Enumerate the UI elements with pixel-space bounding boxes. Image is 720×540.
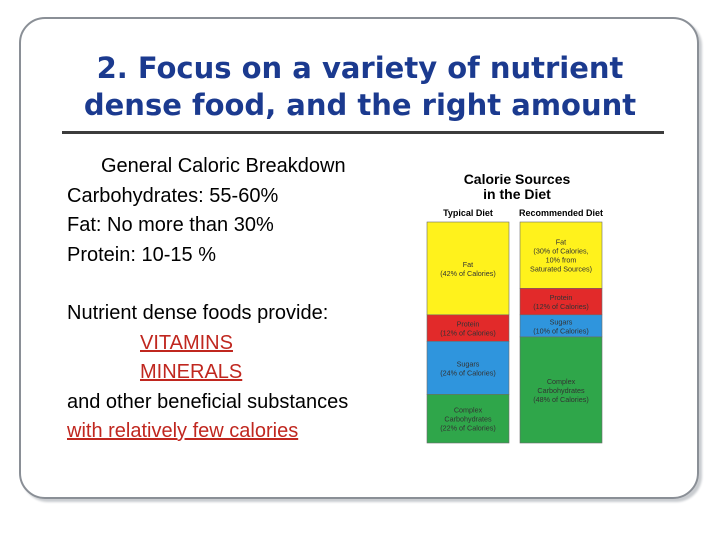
breakdown-protein: Protein: 10-15 % xyxy=(67,243,216,266)
bar-segment-fat xyxy=(426,221,510,316)
closing-link[interactable]: with relatively few calories xyxy=(67,420,299,442)
other-substances: and other beneficial substances xyxy=(67,390,349,413)
vitamins-link[interactable]: VITAMINS xyxy=(140,331,233,354)
segment-label: Protein (12% of Calories) xyxy=(440,320,496,338)
slide-frame xyxy=(19,17,699,499)
bar-segment-protein xyxy=(519,288,603,316)
bar-segment-complex-carbohydrates xyxy=(426,394,510,444)
bar-segment-sugars xyxy=(426,341,510,395)
slide-title: 2. Focus on a variety of nutrient dense … xyxy=(40,50,680,124)
segment-label: Complex Carbohydrates (22% of Calories) xyxy=(440,406,496,433)
title-line-1: 2. Focus on a variety of nutrient xyxy=(96,51,624,85)
segment-label: Fat (30% of Calories, 10% from Saturated So… xyxy=(530,238,592,274)
breakdown-heading: General Caloric Breakdown xyxy=(101,155,346,177)
bar-segment-complex-carbohydrates xyxy=(519,336,603,444)
breakdown-carbohydrates: Carbohydrates: 55-60% xyxy=(67,184,279,207)
breakdown-fat: Fat: No more than 30% xyxy=(67,214,274,236)
calorie-chart-svg: Calorie Sources in the Diet Typical Diet Fa… xyxy=(426,171,603,444)
calorie-sources-chart: Calorie Sources in the Diet Typical Diet Fa… xyxy=(403,148,631,458)
minerals-link[interactable]: MINERALS xyxy=(140,361,243,383)
segment-label: Fat (42% of Calories) xyxy=(440,260,496,278)
chart-title: Calorie Sources in the Diet xyxy=(464,171,571,202)
segment-label: Complex Carbohydrates (48% of Calories) xyxy=(533,377,589,404)
nutrient-intro: Nutrient dense foods provide: xyxy=(67,302,329,324)
title-line-2: dense food, and the right amount xyxy=(83,88,637,122)
category-label: Typical Diet xyxy=(443,208,493,218)
segment-label: Sugars (10% of Calories) xyxy=(533,317,589,335)
segment-label: Protein (12% of Calories) xyxy=(533,293,589,311)
slide-body: General Caloric Breakdown Carbohydrates:… xyxy=(67,152,348,447)
category-label: Recommended Diet xyxy=(519,208,603,218)
segment-label: Sugars (24% of Calories) xyxy=(440,359,496,377)
title-divider xyxy=(62,131,664,134)
bar-segment-protein xyxy=(426,314,510,342)
bar-segment-fat xyxy=(519,221,603,289)
